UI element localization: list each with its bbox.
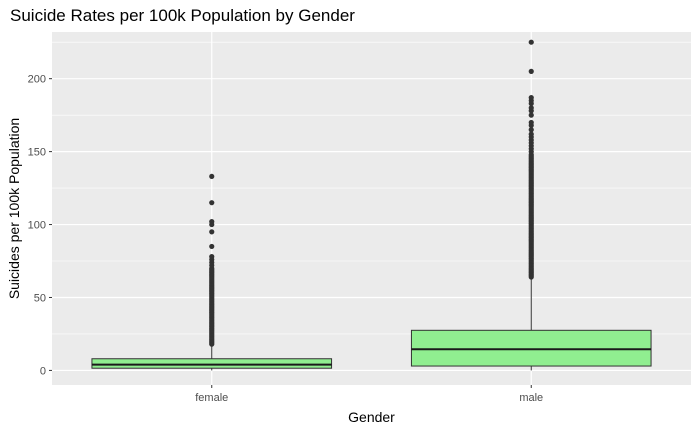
outlier-point <box>528 105 534 111</box>
y-tick-label: 100 <box>28 220 46 232</box>
outlier-point <box>528 119 534 126</box>
outlier-point <box>528 127 534 133</box>
outlier-point <box>528 68 534 74</box>
chart-title: Suicide Rates per 100k Population by Gen… <box>10 6 355 25</box>
outlier-point <box>209 173 215 180</box>
plot-panel <box>52 32 691 385</box>
outlier-point <box>209 254 215 260</box>
outlier-point <box>528 131 534 137</box>
box-female <box>91 358 333 369</box>
y-tick-label: 150 <box>28 147 46 159</box>
outlier-point <box>528 95 534 101</box>
outlier-point <box>528 39 534 45</box>
box-male <box>410 329 652 367</box>
outlier-point <box>209 200 215 206</box>
y-tick-label: 0 <box>40 365 46 377</box>
y-tick-label: 50 <box>34 292 46 304</box>
x-tick-label-male: male <box>519 392 543 404</box>
x-tick-label-female: female <box>195 392 228 404</box>
outlier-point <box>209 219 215 225</box>
outlier-point <box>209 229 215 235</box>
y-axis-title: Suicides per 100k Population <box>6 118 22 299</box>
outlier-point <box>209 243 215 250</box>
y-tick-label: 200 <box>28 74 46 86</box>
outlier-point <box>528 112 534 118</box>
x-axis-title: Gender <box>348 409 395 425</box>
